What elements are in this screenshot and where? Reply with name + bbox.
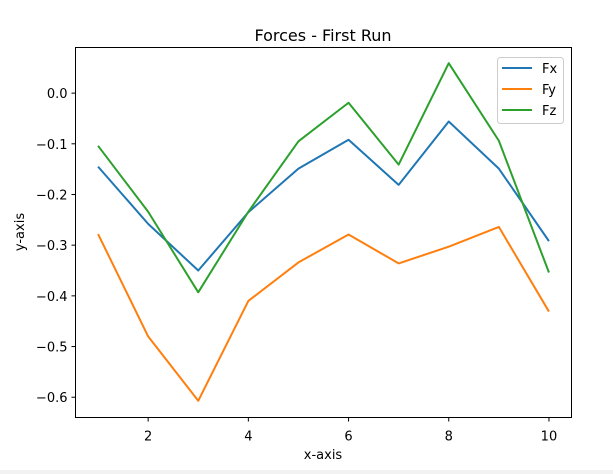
y-tick-label: −0.2 bbox=[36, 188, 68, 203]
x-tick-label: 10 bbox=[541, 430, 558, 445]
y-tick-label: 0.0 bbox=[47, 87, 68, 102]
y-tick-label: −0.3 bbox=[36, 239, 68, 254]
y-axis-ticks: 0.0 −0.1 −0.2 −0.3 −0.4 −0.5 −0.6 bbox=[36, 87, 76, 406]
y-tick-label: −0.5 bbox=[36, 341, 68, 356]
legend: Fx Fy Fz bbox=[497, 57, 564, 124]
x-axis-label: x-axis bbox=[304, 448, 343, 463]
legend-box bbox=[497, 57, 564, 124]
series-layer bbox=[97, 62, 550, 402]
chart-title: Forces - First Run bbox=[254, 26, 391, 45]
x-tick-label: 4 bbox=[244, 430, 252, 445]
x-tick-label: 6 bbox=[344, 430, 352, 445]
window-bottom-edge bbox=[0, 470, 613, 474]
x-axis-ticks: 2 4 6 8 10 bbox=[144, 417, 558, 445]
x-tick-label: 2 bbox=[144, 430, 152, 445]
y-tick-label: −0.4 bbox=[36, 290, 68, 305]
series-line-fz bbox=[97, 62, 550, 294]
legend-label-fx: Fx bbox=[542, 62, 557, 77]
legend-label-fy: Fy bbox=[542, 83, 556, 98]
y-axis-label: y-axis bbox=[13, 213, 28, 251]
series-line-fy bbox=[97, 225, 550, 402]
x-tick-label: 8 bbox=[445, 430, 453, 445]
y-tick-label: −0.6 bbox=[36, 391, 68, 406]
series-line-fx bbox=[97, 120, 550, 272]
legend-label-fz: Fz bbox=[542, 104, 556, 119]
y-tick-label: −0.1 bbox=[36, 138, 68, 153]
